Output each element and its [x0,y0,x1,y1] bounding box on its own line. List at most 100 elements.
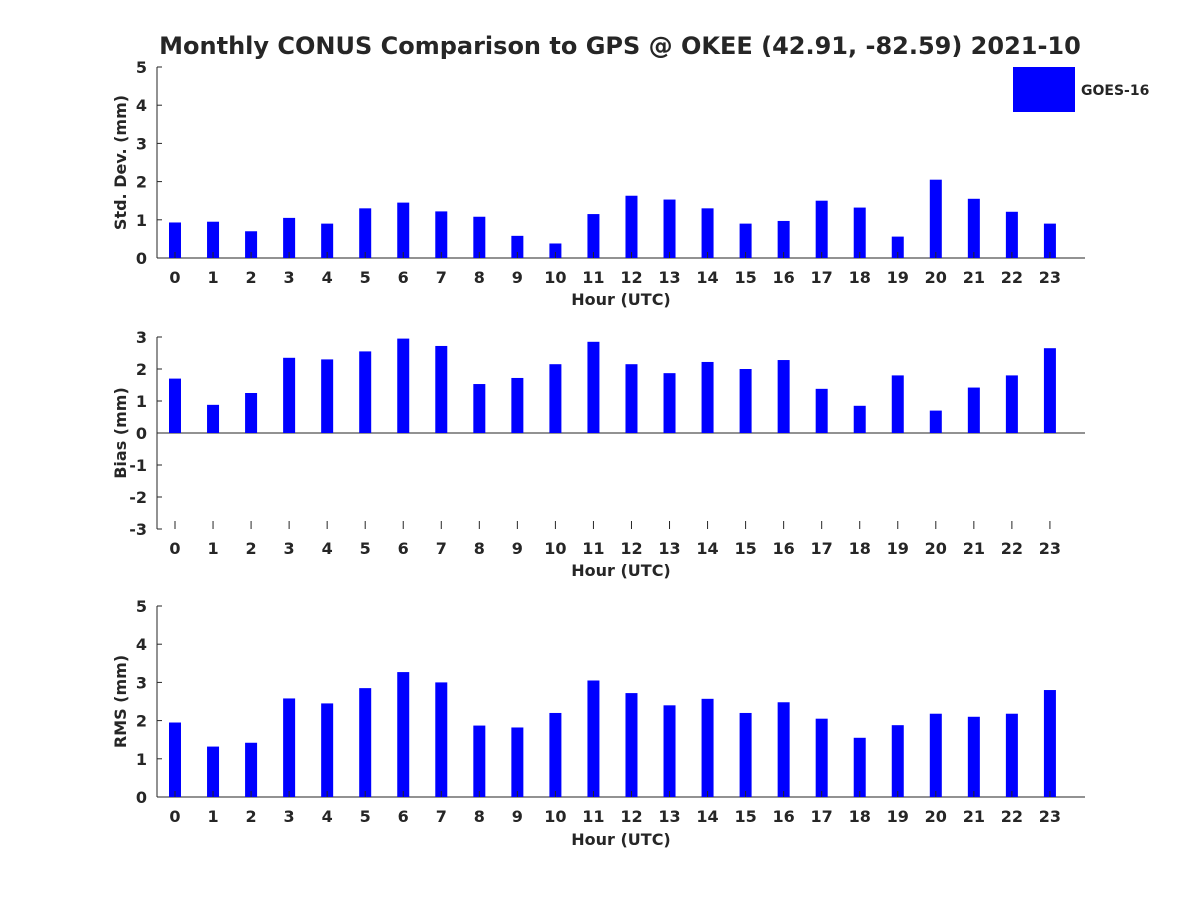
std-x-tick-label: 23 [1039,268,1061,287]
rms-bar [511,727,524,797]
rms-bar [891,725,904,797]
bias-x-tick-label: 13 [658,539,680,558]
rms-x-tick-label: 1 [207,807,218,826]
std-x-tick-label: 10 [544,268,566,287]
std-x-tick-label: 13 [658,268,680,287]
bias-bar [739,369,752,433]
bias-x-tick-label: 7 [436,539,447,558]
rms-bar [549,712,562,797]
std-y-tick-label: 5 [136,58,147,77]
rms-x-tick-label: 18 [849,807,871,826]
std-bar [283,217,296,258]
std-bar [207,221,220,258]
rms-x-tick-label: 12 [620,807,642,826]
bias-y-tick-label: 0 [136,424,147,443]
rms-bar [815,718,828,797]
bias-bar [1043,348,1056,433]
bias-x-tick-label: 0 [169,539,180,558]
rms-bar [587,680,600,797]
rms-x-tick-label: 16 [773,807,795,826]
rms-bar [1005,713,1018,797]
rms-bar [283,698,296,797]
bias-x-tick-label: 6 [398,539,409,558]
std-bar [169,222,181,258]
bias-y-tick-label: -3 [129,520,147,539]
legend-swatch [1013,67,1075,112]
std-x-tick-label: 15 [734,268,756,287]
bias-x-tick-label: 14 [696,539,718,558]
std-x-tick-label: 8 [474,268,485,287]
std-x-axis-label: Hour (UTC) [571,290,671,309]
std-bar [359,208,372,258]
rms-x-tick-label: 2 [246,807,257,826]
bias-y-tick-label: 1 [136,392,147,411]
bias-bar [397,338,410,433]
bias-y-axis-label: Bias (mm) [111,387,130,479]
bias-bar [625,364,638,433]
rms-x-tick-label: 10 [544,807,566,826]
std-x-tick-label: 16 [773,268,795,287]
bias-bar [1005,375,1018,433]
std-bar [435,211,448,258]
rms-y-axis-label: RMS (mm) [111,655,130,748]
bias-x-tick-label: 12 [620,539,642,558]
std-bar [1005,211,1018,258]
bias-bar [321,359,334,433]
bias-x-tick-label: 10 [544,539,566,558]
rms-x-tick-label: 13 [658,807,680,826]
std-bar [891,236,904,258]
std-bar [739,223,752,258]
std-bar [245,231,258,258]
rms-x-tick-label: 6 [398,807,409,826]
rms-x-tick-label: 0 [169,807,180,826]
std-x-tick-label: 18 [849,268,871,287]
rms-y-tick-label: 5 [136,597,147,616]
bias-x-tick-label: 20 [925,539,947,558]
std-y-tick-label: 0 [136,249,147,268]
bias-x-tick-label: 21 [963,539,985,558]
rms-bar [435,682,448,797]
rms-x-tick-label: 8 [474,807,485,826]
rms-bar [929,713,942,797]
legend: GOES-16 [1013,67,1149,112]
std-bar [511,235,524,258]
std-bar [701,208,714,258]
std-x-tick-label: 14 [696,268,718,287]
std-x-tick-label: 7 [436,268,447,287]
bias-y-tick-label: 3 [136,328,147,347]
bias-bar [473,384,486,433]
rms-bar [663,705,676,797]
rms-x-tick-label: 7 [436,807,447,826]
bias-x-tick-label: 2 [246,539,257,558]
rms-bar [777,702,790,797]
bias-x-tick-label: 16 [773,539,795,558]
std-x-tick-label: 1 [207,268,218,287]
std-x-tick-label: 12 [620,268,642,287]
std-bar [587,214,600,258]
bias-x-tick-label: 19 [887,539,909,558]
bias-bar [549,364,562,433]
std-x-tick-label: 4 [322,268,333,287]
bias-x-tick-label: 11 [582,539,604,558]
rms-x-tick-label: 9 [512,807,523,826]
bias-bar [929,410,942,433]
std-bar [549,243,562,258]
bias-bar [283,357,296,433]
rms-y-tick-label: 0 [136,788,147,807]
bias-x-tick-label: 15 [734,539,756,558]
bias-y-tick-label: -1 [129,456,147,475]
rms-y-tick-label: 4 [136,635,147,654]
bias-x-tick-label: 18 [849,539,871,558]
std-bar [473,216,486,258]
std-x-tick-label: 3 [284,268,295,287]
std-x-tick-label: 21 [963,268,985,287]
rms-x-tick-label: 22 [1001,807,1023,826]
rms-bar [739,712,752,797]
rms-bar [207,746,220,797]
bias-y-tick-label: -2 [129,488,147,507]
rms-x-tick-label: 23 [1039,807,1061,826]
std-y-tick-label: 4 [136,96,147,115]
rms-x-tick-label: 17 [811,807,833,826]
bias-bar [891,375,904,433]
